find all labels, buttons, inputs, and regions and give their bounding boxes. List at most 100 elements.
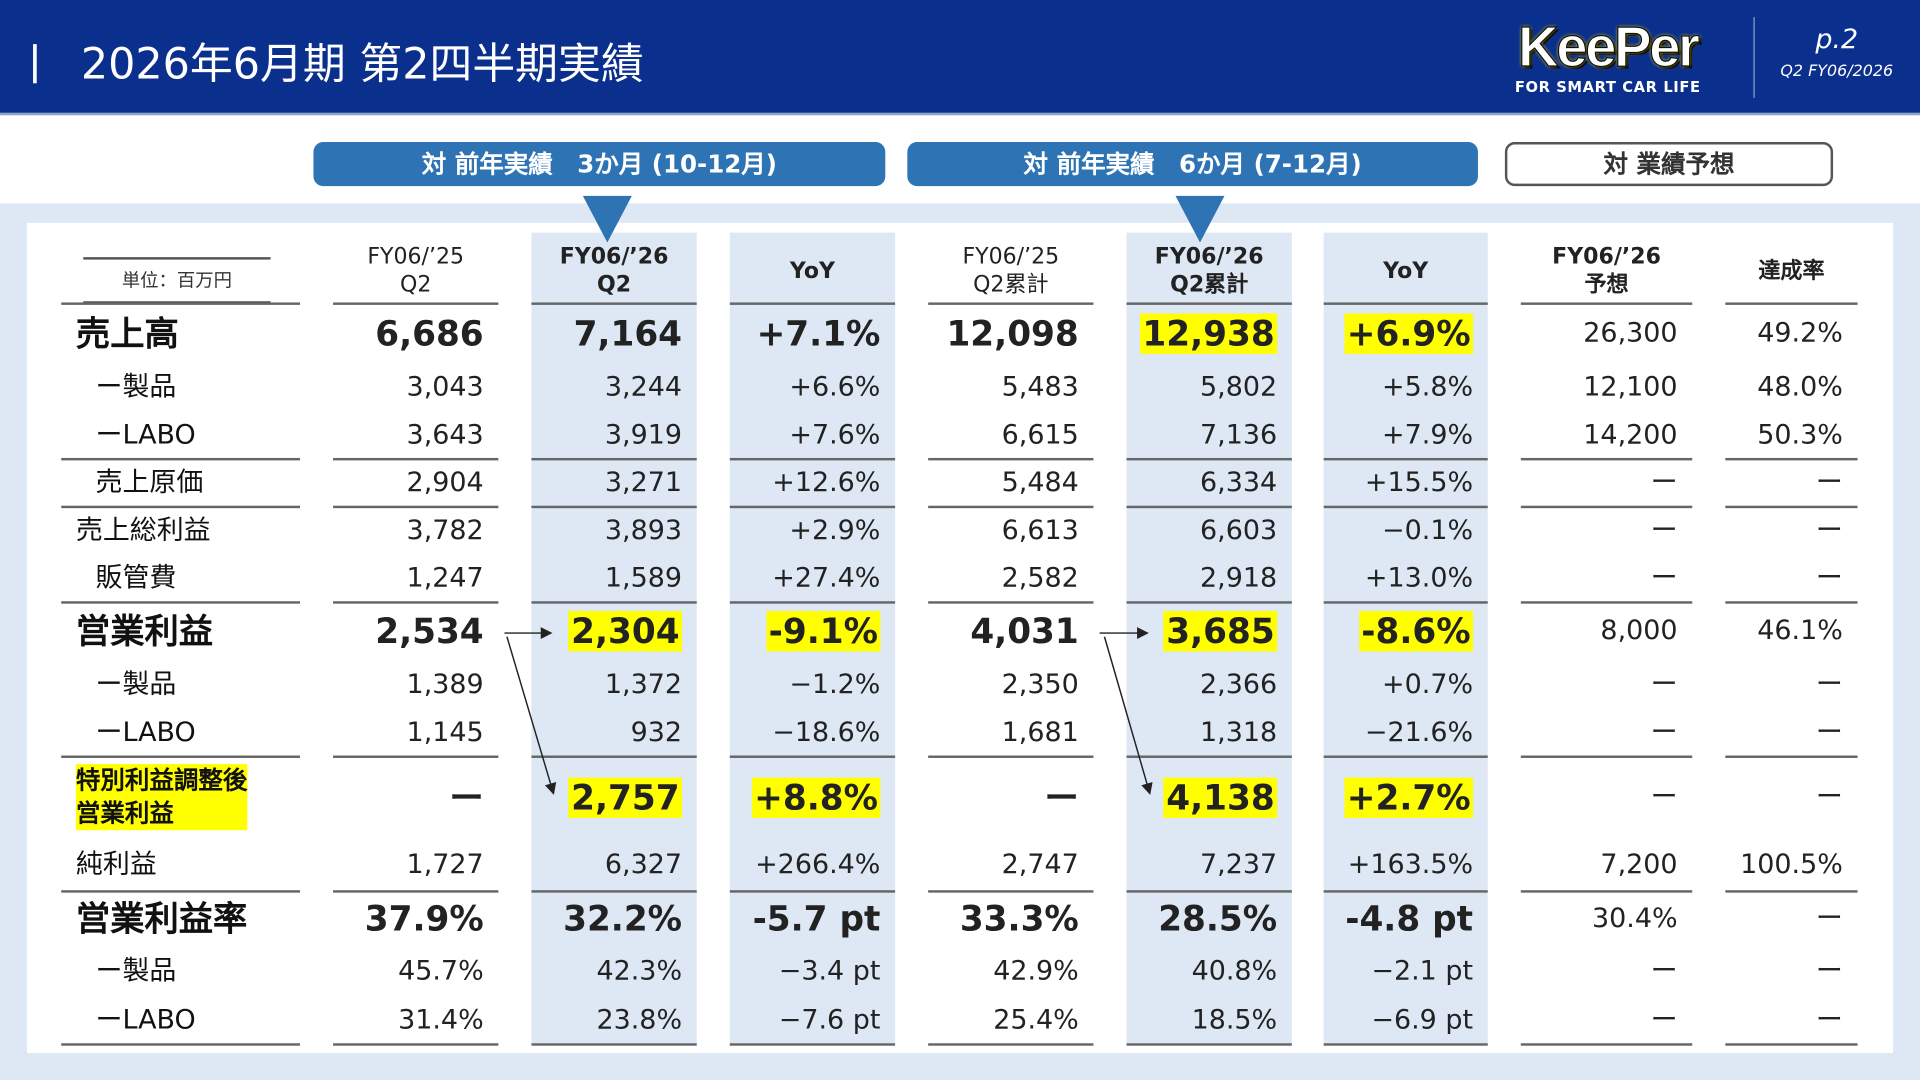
cell-value: 6,686 xyxy=(375,313,484,354)
row-divider xyxy=(928,755,1094,758)
cell-value: ー xyxy=(1815,563,1843,594)
cell-value: ー xyxy=(1815,669,1843,701)
row-divider xyxy=(1520,302,1693,305)
tab-yoy-6-months: 対 前年実績 6か月 (7-12月) xyxy=(907,142,1478,187)
table-cell: −1.2% xyxy=(730,661,880,709)
cell-value: 1,247 xyxy=(406,563,484,594)
row-divider xyxy=(61,505,301,509)
cell-value: 5,483 xyxy=(1001,372,1079,403)
row-divider xyxy=(1126,505,1292,509)
table-cell: 12,100 xyxy=(1521,364,1677,412)
row-divider xyxy=(928,505,1094,509)
row-divider xyxy=(531,890,697,893)
column-header: 達成率 xyxy=(1725,240,1857,301)
cell-value: ー xyxy=(1650,782,1678,814)
cell-value: 32.2% xyxy=(563,898,683,940)
row-label: ー製品 xyxy=(95,372,177,403)
table-cell: ー xyxy=(1521,709,1678,757)
row-divider xyxy=(531,601,697,604)
cell-value: 7,237 xyxy=(1200,849,1278,881)
table-row: 営業利益率 37.9% 32.2% -5.7 pt 33.3% 28.5% -4.8 pt 3… xyxy=(0,891,1920,947)
cell-value: 2,918 xyxy=(1200,563,1278,594)
table-cell: 3,271 xyxy=(531,459,682,507)
table-cell: −21.6% xyxy=(1324,709,1473,757)
row-label: ー製品 xyxy=(95,669,177,701)
row-divider xyxy=(928,601,1094,604)
cell-value: 2,534 xyxy=(375,611,484,652)
table-cell: 18.5% xyxy=(1127,997,1278,1045)
cell-value: 7,200 xyxy=(1600,849,1678,881)
table-cell: ー xyxy=(1725,757,1843,839)
table-row: 売上原価 2,904 3,271 +12.6% 5,484 6,334 +15.5% ー ー xyxy=(0,459,1920,507)
cell-value: 6,603 xyxy=(1200,515,1278,547)
table-row: 特別利益調整後 営業利益 ー 2,757 +8.8% ー 4,138 +2.7% ー ー xyxy=(0,757,1920,839)
row-divider xyxy=(729,601,896,604)
table-cell: ー xyxy=(928,757,1078,839)
cell-value: 1,389 xyxy=(406,669,484,701)
table-cell: 48.0% xyxy=(1725,364,1843,412)
cell-value: 40.8% xyxy=(1191,956,1278,987)
row-divider xyxy=(1725,457,1858,461)
cell-value: ー xyxy=(1815,1005,1843,1036)
row-divider xyxy=(1520,755,1693,758)
cell-value: 1,589 xyxy=(604,563,683,594)
table-cell: +15.5% xyxy=(1324,459,1473,507)
cell-value: 33.3% xyxy=(959,898,1079,940)
table-cell: 40.8% xyxy=(1127,948,1278,997)
column-header: FY06/’25 Q2累計 xyxy=(928,240,1093,301)
cell-value: 2,304 xyxy=(568,611,683,652)
row-divider xyxy=(729,457,896,461)
cell-value: +12.6% xyxy=(772,467,881,499)
row-divider xyxy=(1323,505,1488,509)
row-divider xyxy=(729,890,896,893)
table-cell: +5.8% xyxy=(1324,364,1473,412)
row-divider xyxy=(61,755,301,758)
table-cell: 14,200 xyxy=(1521,411,1677,459)
cell-value: +7.1% xyxy=(756,313,881,354)
cell-value: 1,318 xyxy=(1200,717,1278,749)
cell-value: 3,643 xyxy=(406,420,484,451)
table-cell: 5,802 xyxy=(1127,364,1277,412)
cell-value: 5,484 xyxy=(1001,467,1079,499)
row-label: 販管費 xyxy=(95,563,177,594)
table-cell: 33.3% xyxy=(928,891,1079,947)
row-label: 売上高 xyxy=(75,313,179,354)
row-label: ー製品 xyxy=(95,956,177,987)
column-header: FY06/’26 Q2累計 xyxy=(1127,240,1292,301)
table-cell: 2,904 xyxy=(333,459,484,507)
table-cell: 932 xyxy=(531,709,682,757)
table-cell: 2,918 xyxy=(1127,555,1278,603)
cell-value: 8,000 xyxy=(1600,615,1678,647)
cell-value: 2,757 xyxy=(568,777,683,818)
page-indicator: p.2 Q2 FY06/2026 xyxy=(1763,24,1910,80)
column-header-line1: YoY xyxy=(1383,257,1429,284)
table-cell: 6,615 xyxy=(928,411,1079,459)
row-divider xyxy=(61,1043,301,1046)
table-cell: -5.7 pt xyxy=(730,891,881,947)
row-divider xyxy=(1520,505,1693,509)
cell-value: −21.6% xyxy=(1364,717,1474,749)
row-divider xyxy=(1725,1043,1858,1046)
title-accent-bar xyxy=(33,44,37,84)
row-divider xyxy=(531,302,697,305)
cell-value: 6,613 xyxy=(1001,515,1079,547)
table-cell: 30.4% xyxy=(1521,891,1678,947)
cell-value: 7,164 xyxy=(573,313,683,354)
column-header-line1: FY06/’25 xyxy=(367,243,465,270)
cell-value: 48.0% xyxy=(1757,372,1843,403)
column-header-line2: Q2累計 xyxy=(1170,271,1249,298)
table-cell: 2,304 xyxy=(531,602,683,661)
table-cell: 6,603 xyxy=(1127,507,1278,555)
row-divider xyxy=(61,601,301,604)
cell-value: ー xyxy=(449,777,484,818)
cell-value: ー xyxy=(1815,956,1843,987)
table-cell: 6,686 xyxy=(333,306,484,362)
row-divider xyxy=(1725,890,1858,893)
row-divider xyxy=(1126,1043,1292,1046)
cell-value: 6,615 xyxy=(1001,420,1079,451)
table-row: ーLABO 31.4% 23.8% −7.6 pt 25.4% 18.5% −6.9 pt ー… xyxy=(0,997,1920,1045)
cell-value: +5.8% xyxy=(1382,372,1474,403)
table-cell: +7.1% xyxy=(730,306,881,362)
cell-value: -4.8 pt xyxy=(1345,898,1474,940)
table-cell: ー xyxy=(1521,948,1678,997)
